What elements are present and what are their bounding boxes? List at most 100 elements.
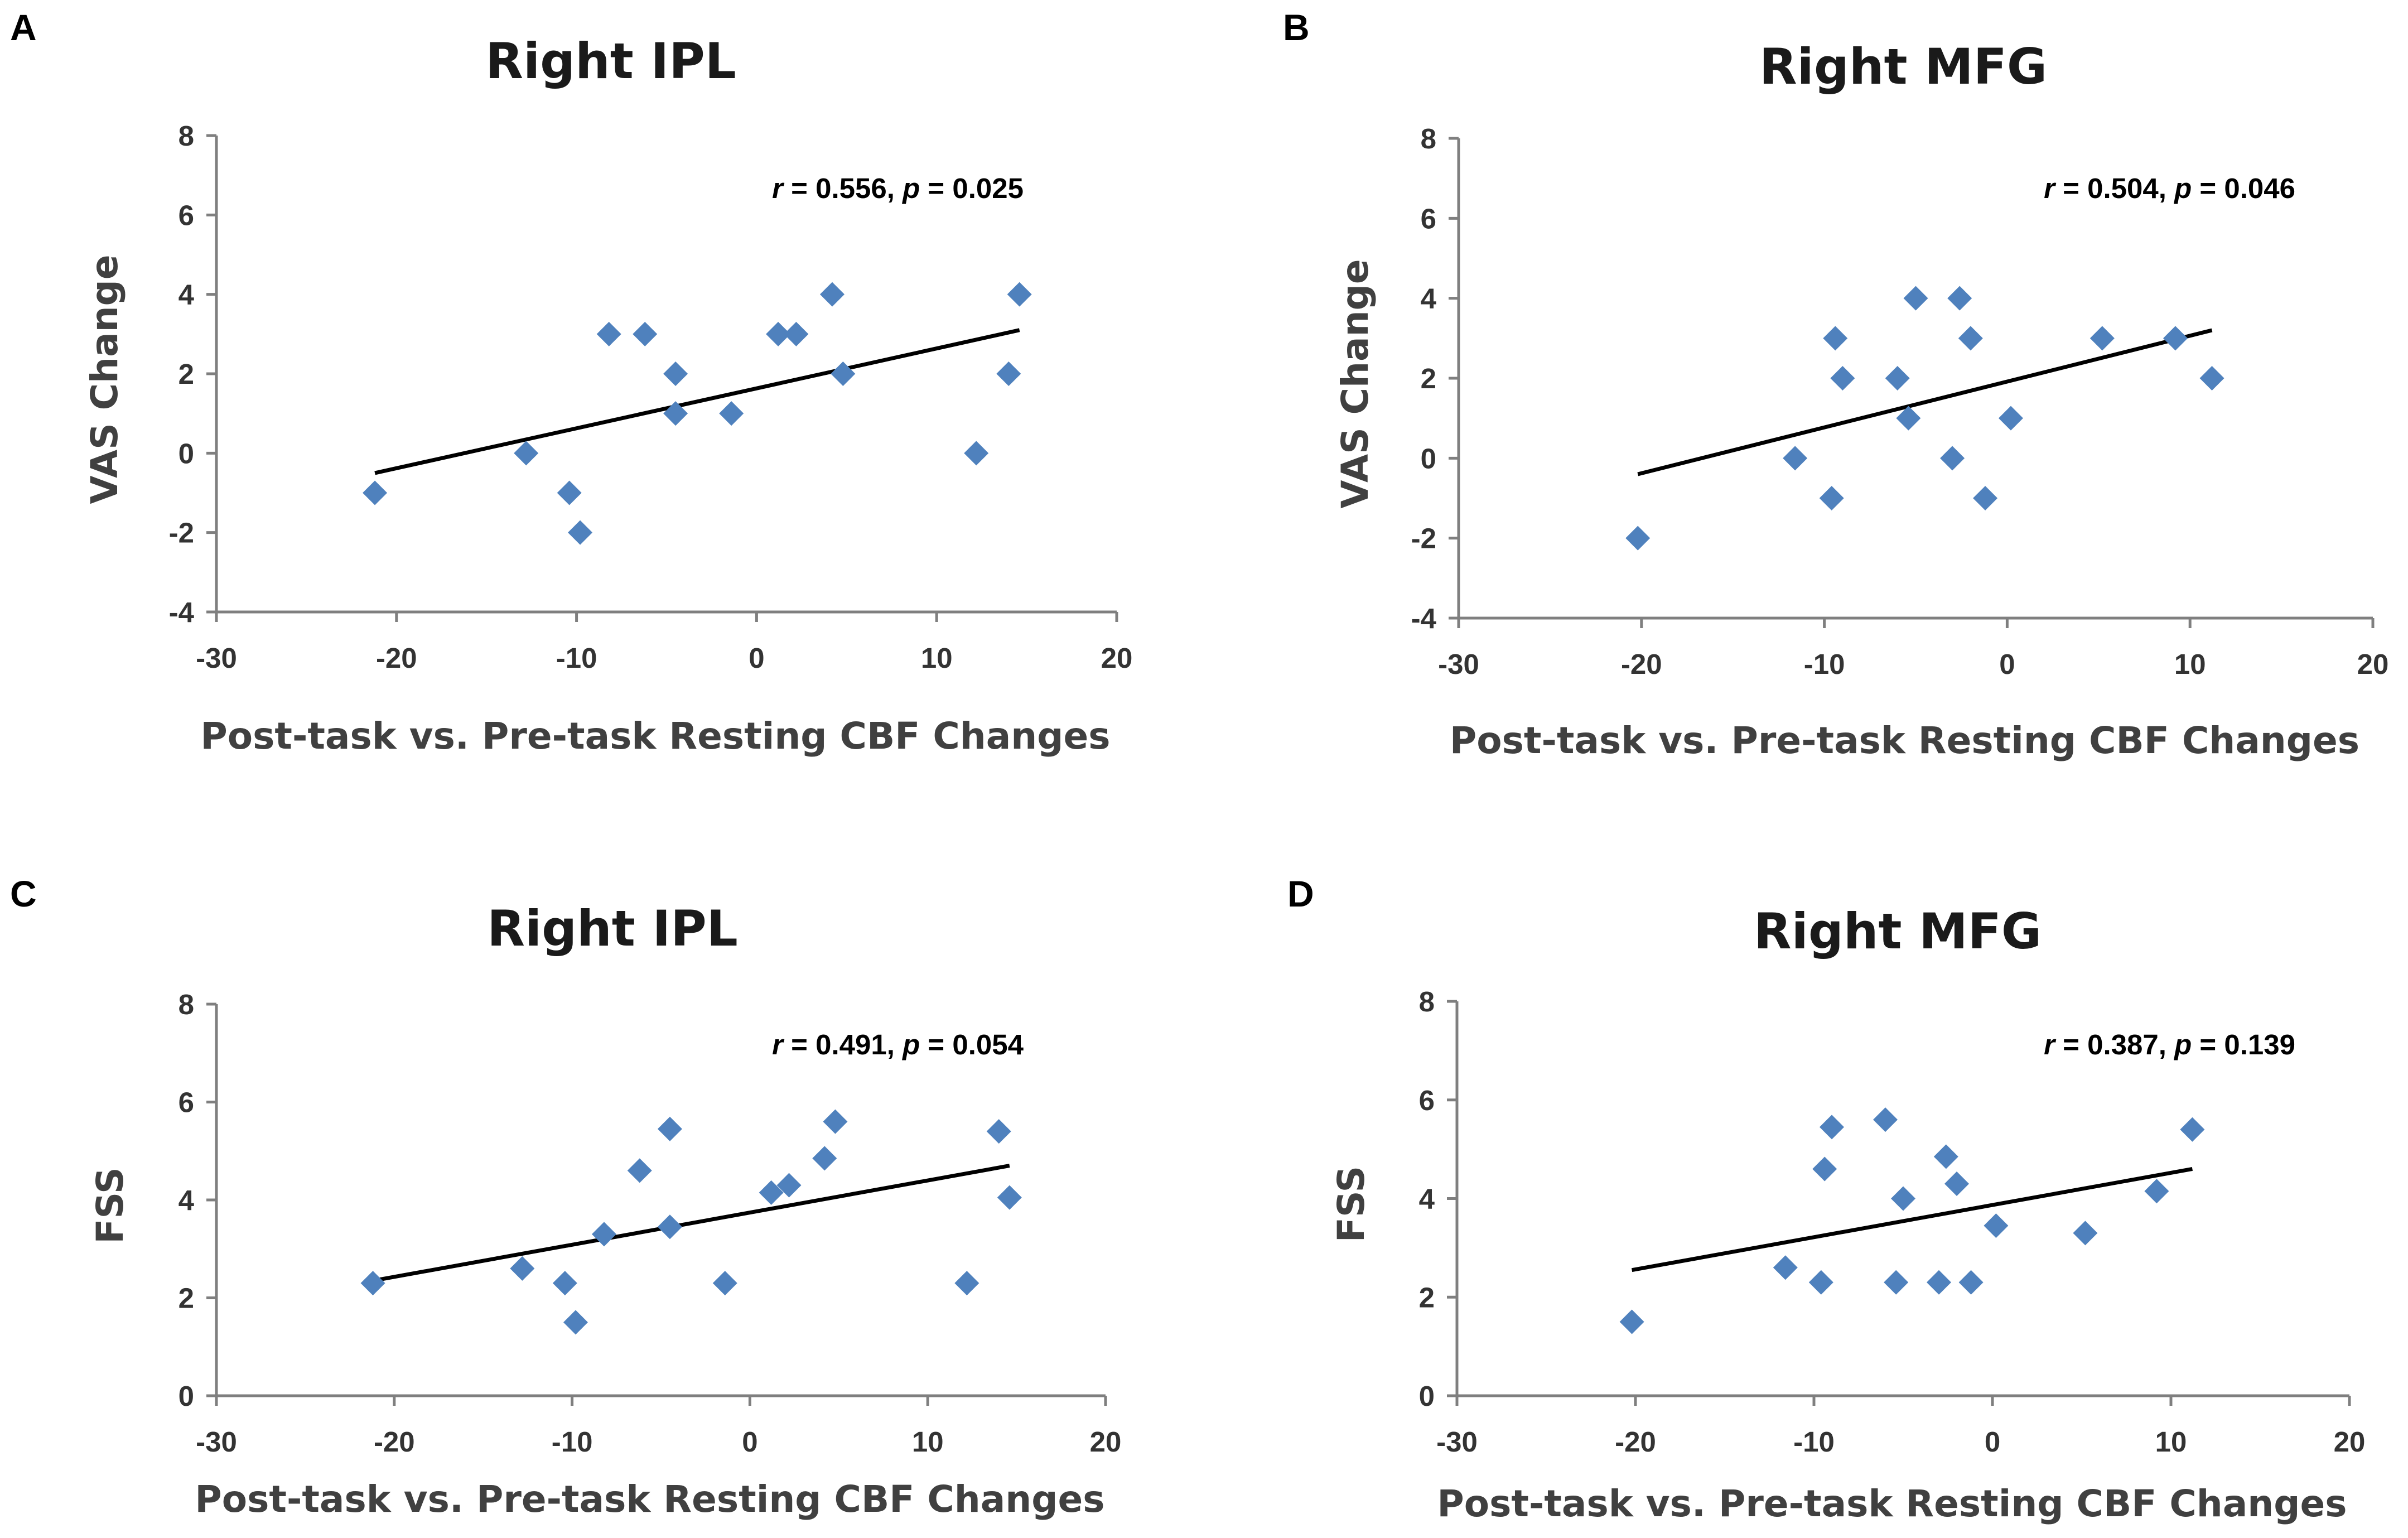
data-point xyxy=(1819,486,1844,510)
y-tick-label: 0 xyxy=(1419,1380,1435,1412)
stat-value: 0.139 xyxy=(2224,1029,2295,1060)
data-point xyxy=(633,321,658,346)
x-tick-label: -20 xyxy=(376,642,417,674)
x-tick-label: -20 xyxy=(1615,1426,1656,1458)
y-tick-label: 4 xyxy=(1421,283,1437,315)
data-point xyxy=(2073,1221,2098,1246)
correlation-stat: r = 0.491, p = 0.054 xyxy=(772,1029,1024,1060)
data-point xyxy=(1773,1255,1798,1280)
data-point xyxy=(2180,1117,2205,1142)
stat-value: 0.046 xyxy=(2224,172,2295,204)
data-point xyxy=(1820,1115,1844,1140)
x-tick-label: -20 xyxy=(374,1426,415,1458)
y-tick-label: 4 xyxy=(1419,1183,1435,1215)
stat-symbol: p xyxy=(901,172,920,204)
x-tick-label: -10 xyxy=(556,642,597,674)
x-tick-label: 20 xyxy=(2357,648,2389,680)
chart-title: Right MFG xyxy=(1754,903,2042,960)
chart-title: Right IPL xyxy=(485,32,736,90)
data-point xyxy=(997,1185,1022,1210)
stat-value: 0.491 xyxy=(815,1029,887,1060)
panel-label: A xyxy=(10,7,37,48)
data-point xyxy=(557,480,582,505)
stat-symbol: r xyxy=(2044,172,2057,204)
data-point xyxy=(363,480,388,505)
y-tick-label: 2 xyxy=(1421,363,1436,394)
x-tick-label: 10 xyxy=(912,1426,944,1458)
x-tick-label: 0 xyxy=(749,642,764,674)
trend-line xyxy=(1631,1167,2193,1272)
y-tick-label: 4 xyxy=(178,279,195,311)
data-point xyxy=(514,441,539,466)
data-point xyxy=(2144,1179,2169,1204)
panel-d: D Right MFG 0 2 4 6 8 -30 -20 -10 0 10 20 Post-task v… xyxy=(1287,873,2365,1525)
stat-value: 0.556 xyxy=(815,172,887,204)
x-tick-label: -10 xyxy=(552,1426,593,1458)
correlation-stat: r = 0.556, p = 0.025 xyxy=(772,172,1024,204)
panel-label: D xyxy=(1287,873,1314,914)
x-tick-label: -30 xyxy=(1436,1426,1478,1458)
trend-line xyxy=(372,1164,1010,1283)
y-tick-label: 0 xyxy=(178,1380,194,1412)
x-tick-label: 10 xyxy=(921,642,953,674)
data-point xyxy=(784,321,809,346)
data-point xyxy=(1927,1270,1951,1295)
x-tick-label: -30 xyxy=(196,642,237,674)
stat-value: 0.387 xyxy=(2087,1029,2159,1060)
x-tick-label: 20 xyxy=(1101,642,1133,674)
data-point xyxy=(1947,286,1972,311)
data-point xyxy=(759,1180,784,1205)
x-tick-label: 20 xyxy=(1090,1426,1122,1458)
y-tick-label: 8 xyxy=(178,989,194,1020)
y-tick-label: -2 xyxy=(169,517,194,549)
data-point xyxy=(1940,446,1965,471)
panel-label: C xyxy=(10,873,37,914)
y-tick-label: 4 xyxy=(178,1184,195,1216)
x-tick-label: 0 xyxy=(1999,648,2015,680)
y-tick-label: 8 xyxy=(178,120,194,152)
data-point xyxy=(954,1271,979,1296)
data-point xyxy=(1933,1144,1958,1169)
data-point xyxy=(1885,366,1910,390)
data-point xyxy=(657,1116,682,1141)
data-point xyxy=(552,1271,577,1296)
y-axis-label: FSS xyxy=(89,1167,132,1243)
panel-label: B xyxy=(1283,7,1310,48)
data-point xyxy=(831,361,856,386)
data-point xyxy=(1903,286,1928,311)
x-axis-label: Post-task vs. Pre-task Resting CBF Chang… xyxy=(1437,1482,2347,1525)
data-point xyxy=(568,520,593,545)
y-tick-label: 2 xyxy=(1419,1281,1435,1313)
data-point xyxy=(1884,1270,1909,1295)
stat-symbol: r xyxy=(2044,1029,2057,1060)
data-point xyxy=(719,401,744,426)
data-point xyxy=(1625,525,1651,551)
x-tick-label: 0 xyxy=(1985,1426,2000,1458)
data-point xyxy=(1984,1213,2009,1238)
data-point xyxy=(2199,366,2224,390)
y-tick-label: 6 xyxy=(1419,1084,1435,1116)
data-point xyxy=(591,1222,616,1247)
data-point xyxy=(1812,1156,1837,1182)
stat-symbol: p xyxy=(2173,172,2192,204)
y-tick-label: 8 xyxy=(1421,123,1436,155)
y-tick-label: -2 xyxy=(1411,523,1436,555)
stat-value: 0.025 xyxy=(952,172,1024,204)
y-tick-label: -4 xyxy=(1411,602,1437,634)
data-point xyxy=(712,1271,737,1296)
x-tick-label: -20 xyxy=(1621,648,1662,680)
y-axis-label: VAS Change xyxy=(83,254,126,504)
trend-line xyxy=(1637,328,2213,476)
y-tick-label: 0 xyxy=(178,437,194,469)
y-tick-label: 6 xyxy=(178,1087,194,1118)
x-tick-label: -30 xyxy=(1438,648,1479,680)
y-tick-label: 8 xyxy=(1419,986,1435,1018)
data-point xyxy=(657,1214,682,1240)
data-point xyxy=(776,1173,802,1198)
stat-symbol: p xyxy=(901,1029,920,1060)
stat-symbol: p xyxy=(2173,1029,2192,1060)
data-point xyxy=(663,401,688,426)
panel-c: C Right IPL 0 2 4 6 8 -30 -20 -10 0 10 20 Post-task v… xyxy=(10,873,1121,1521)
